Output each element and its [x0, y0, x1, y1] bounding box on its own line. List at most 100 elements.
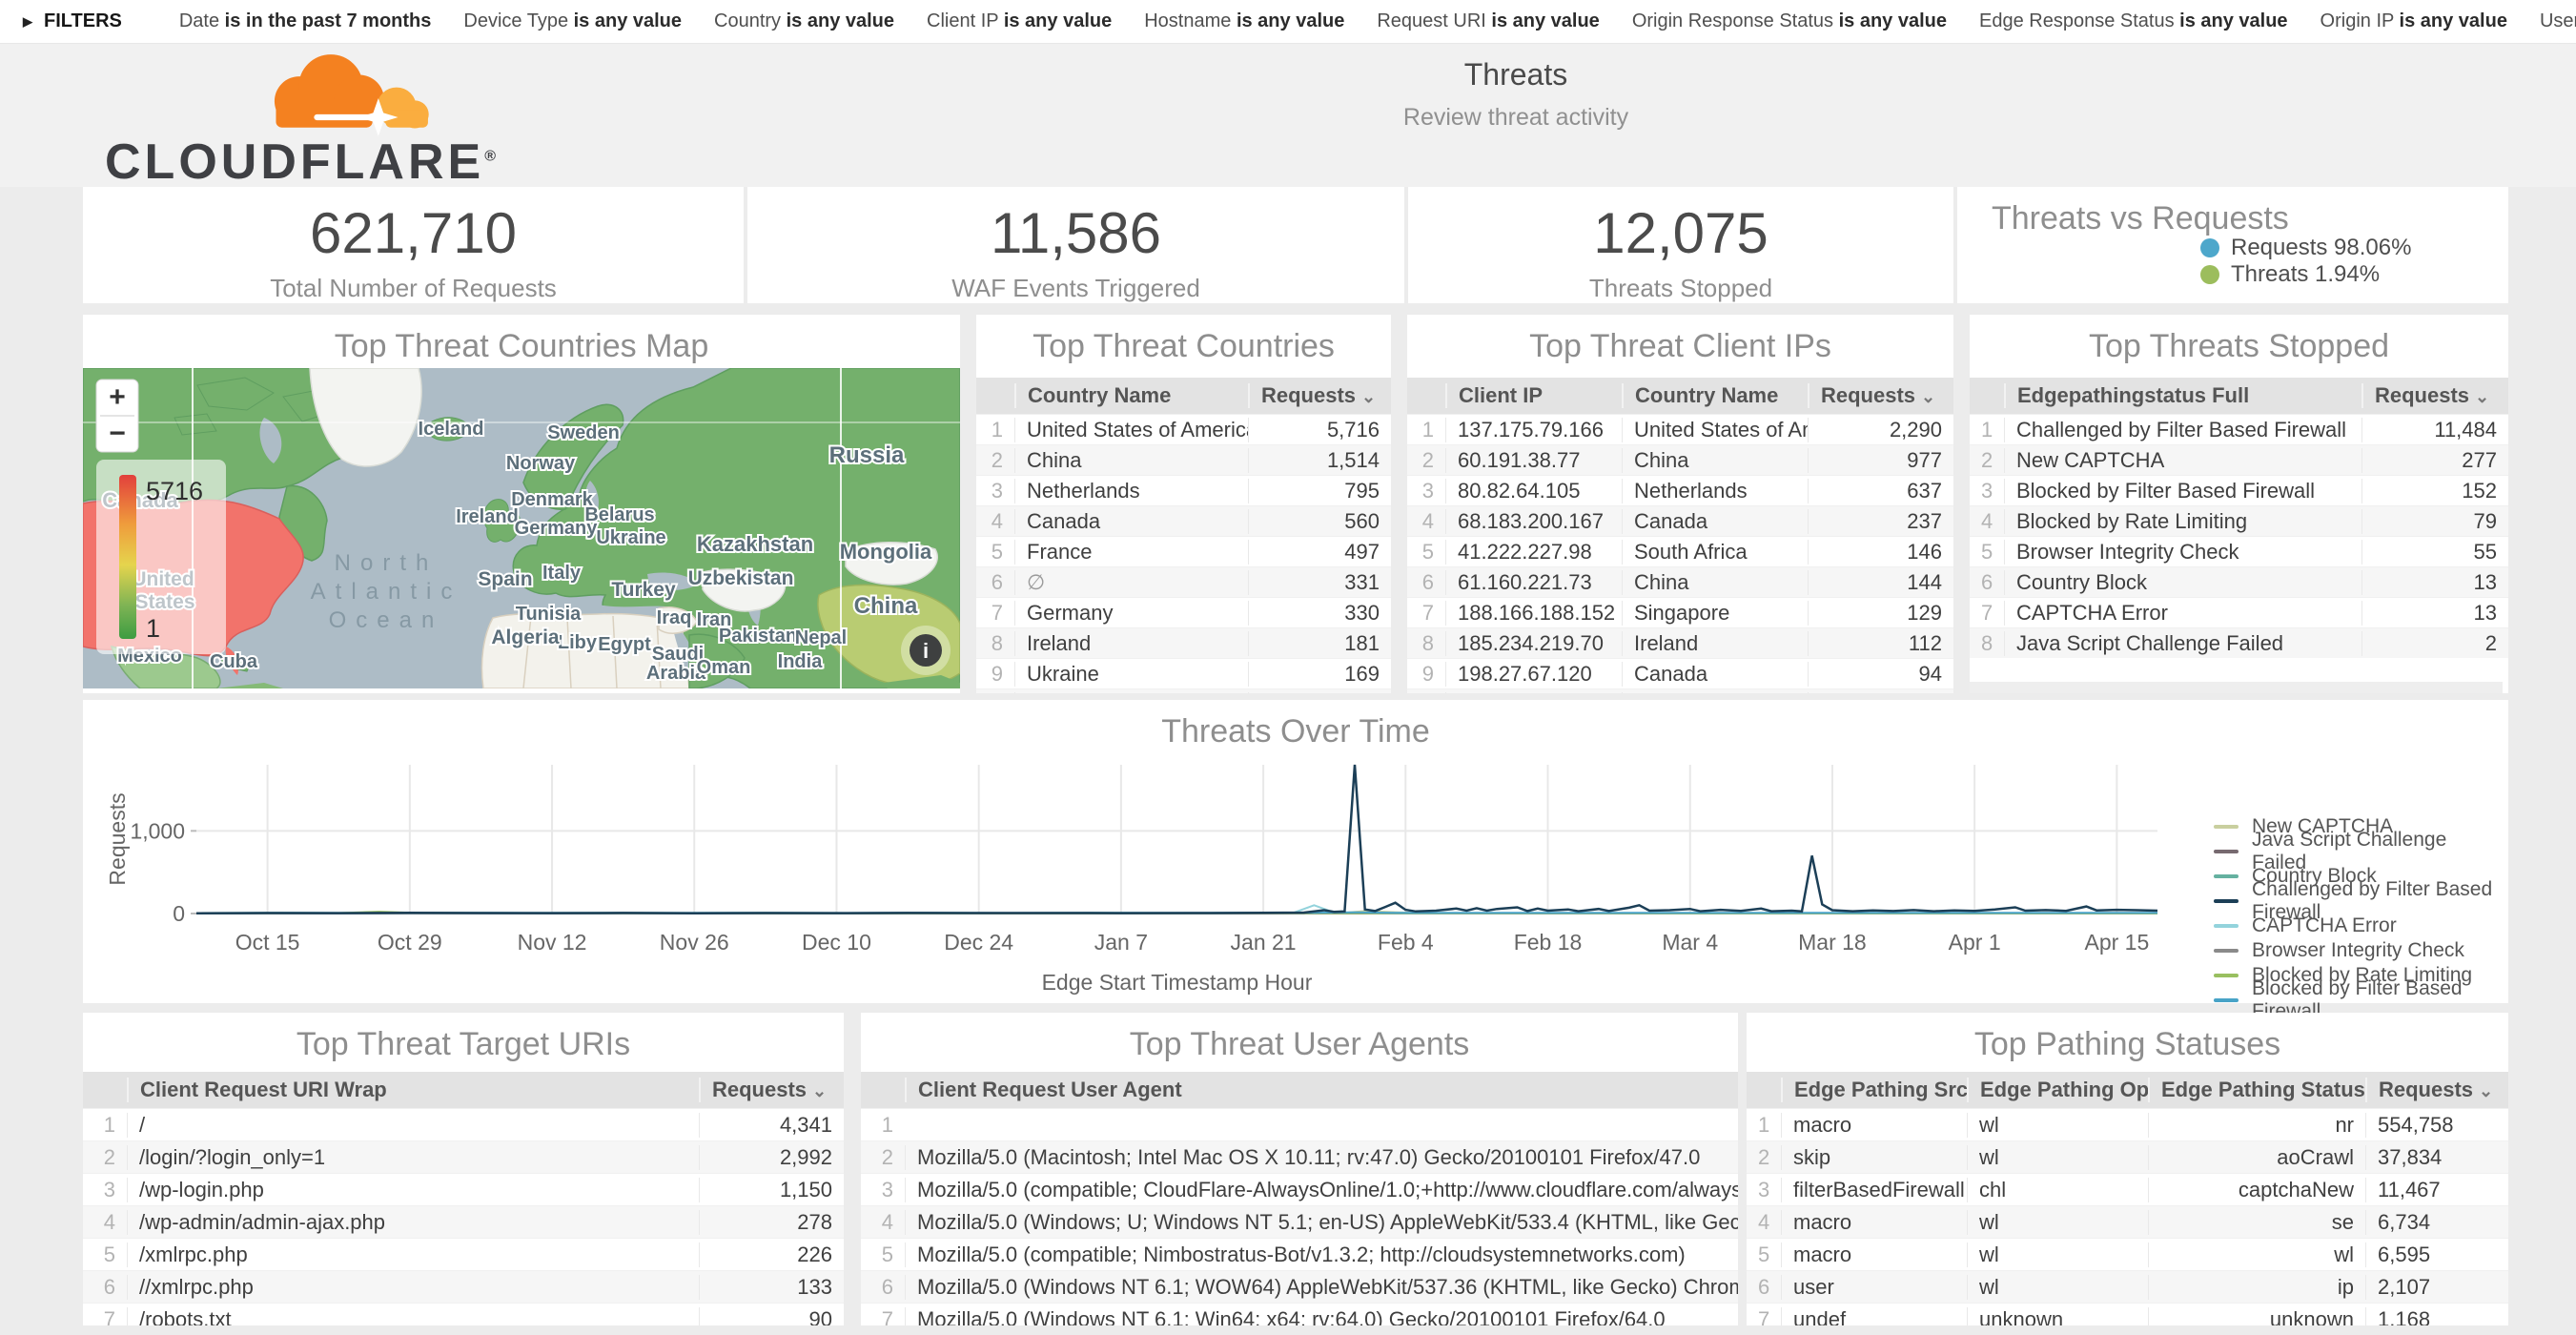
threats-vs-requests-card: Threats vs Requests Requests 98.06% Threa…: [1957, 187, 2508, 303]
top-threat-target-uris-table[interactable]: Client Request URI Wrap Requests ⌄ 1/4,341 2…: [83, 1072, 844, 1325]
table-row: 1061.160.247.137China90: [1407, 688, 1953, 693]
chart-legend-item[interactable]: CAPTCHA Error: [2214, 914, 2500, 938]
table-cell: /xmlrpc.php: [127, 1242, 699, 1267]
table-cell: wl: [1967, 1209, 2148, 1235]
map-zoom-out-button[interactable]: −: [109, 418, 126, 449]
table-cell: Browser Integrity Check: [2004, 539, 2361, 565]
table-cell: Canada: [1622, 508, 1808, 534]
top-threat-client-ips-table[interactable]: Client IP Country Name Requests ⌄ 1 137.175.7…: [1407, 378, 1953, 693]
filter-item[interactable]: Hostname is any value: [1144, 10, 1345, 31]
filter-item[interactable]: Device Type is any value: [463, 10, 683, 31]
kpi-label: WAF Events Triggered: [951, 274, 1200, 302]
legend-swatch-icon: [2214, 924, 2239, 928]
filters-toggle[interactable]: ▶ FILTERS: [23, 10, 122, 32]
table-cell: 11,484: [2361, 417, 2508, 442]
cloudflare-cloud-icon: [274, 54, 429, 136]
chart-title: Threats Over Time: [1161, 713, 1430, 750]
column-header-2[interactable]: Requests ⌄: [1808, 383, 1953, 408]
kpi-value: 12,075: [1593, 201, 1768, 265]
filter-item[interactable]: Request URI is any value: [1377, 10, 1600, 31]
legend-label: Threats 1.94%: [2231, 261, 2381, 287]
map-heat-legend: 5716 1: [96, 460, 226, 654]
table-cell: 79: [2361, 508, 2508, 534]
top-pathing-statuses-table[interactable]: Edge Pathing Src Edge Pathing Op Edge Path…: [1747, 1072, 2508, 1325]
kpi-threats-stopped: 12,075 Threats Stopped: [1408, 187, 1953, 303]
table-cell: 129: [1808, 600, 1953, 626]
table-cell: 560: [1248, 508, 1391, 534]
table-cell: Blocked by Rate Limiting: [2004, 508, 2361, 534]
table-cell: user: [1781, 1274, 1967, 1300]
column-header-0[interactable]: Client IP: [1445, 383, 1622, 408]
column-header-0[interactable]: Edge Pathing Src: [1781, 1078, 1967, 1102]
x-tick-label: Nov 26: [660, 930, 729, 955]
table-cell: //xmlrpc.php: [127, 1274, 699, 1300]
table-row: 7/robots.txt 90: [83, 1303, 844, 1325]
table-cell: France: [1014, 539, 1248, 565]
table-cell: 61.160.247.137: [1445, 691, 1622, 693]
top-threat-countries-table[interactable]: Country Name Requests ⌄ 1 United States of A…: [976, 378, 1391, 693]
table-row: 6 user wl ip 2,107: [1747, 1270, 2508, 1303]
map-label: Pakistan: [719, 626, 797, 647]
filter-item[interactable]: Edge Response Status is any value: [1979, 10, 2288, 31]
column-header-3[interactable]: Requests ⌄: [2365, 1078, 2508, 1102]
table-title: Top Threat Countries: [1032, 328, 1335, 364]
map-info-button[interactable]: i: [901, 626, 951, 675]
chart-legend-item[interactable]: Java Script Challenge Failed: [2214, 829, 2500, 873]
column-header-1[interactable]: Requests ⌄: [699, 1078, 844, 1102]
legend-swatch-icon: [2214, 850, 2239, 853]
table-cell: 80.82.64.105: [1445, 478, 1622, 503]
legend-label: CAPTCHA Error: [2252, 914, 2397, 936]
table-row: 3 Mozilla/5.0 (compatible; CloudFlare-Alw…: [861, 1173, 1738, 1205]
column-header-1[interactable]: Requests ⌄: [1248, 383, 1391, 408]
column-header-1[interactable]: Requests ⌄: [2361, 383, 2508, 408]
table-title: Top Threats Stopped: [2088, 328, 2390, 364]
filter-item[interactable]: Client IP is any value: [927, 10, 1113, 31]
table-cell: 1,150: [699, 1177, 844, 1202]
chart-legend-item[interactable]: Blocked by Filter Based Firewall: [2214, 977, 2500, 1022]
table-cell: 152: [1248, 691, 1391, 693]
chart-legend-item[interactable]: New CAPTCHA: [2214, 814, 2500, 839]
filter-item[interactable]: Date is in the past 7 months: [178, 10, 432, 31]
table-cell: 554,758: [2365, 1112, 2508, 1138]
table-cell: undef: [1781, 1306, 1967, 1325]
table-cell: wl: [1967, 1144, 2148, 1170]
column-header-0[interactable]: Country Name: [1014, 383, 1248, 408]
x-tick-label: Feb 18: [1514, 930, 1583, 955]
top-threat-countries-card: Top Threat Countries Country Name Request…: [976, 315, 1391, 693]
column-header-1[interactable]: Country Name: [1622, 383, 1808, 408]
column-header-0[interactable]: Client Request URI Wrap: [127, 1078, 699, 1102]
legend-swatch-icon: [2214, 899, 2239, 903]
top-threat-user-agents-table[interactable]: Client Request User Agent 1 2 Mozilla/5.0 (…: [861, 1072, 1738, 1325]
chart-legend-item[interactable]: Blocked by Rate Limiting: [2214, 963, 2500, 988]
table-cell: 133: [699, 1274, 844, 1300]
legend-dot-icon: [2200, 238, 2219, 257]
column-header-0[interactable]: Edgepathingstatus Full: [2004, 383, 2361, 408]
table-row: 2 China 1,514: [976, 444, 1391, 475]
table-cell: wl: [1967, 1112, 2148, 1138]
column-header-1[interactable]: Edge Pathing Op: [1967, 1078, 2148, 1102]
map-label: Saudi: [652, 644, 704, 665]
filter-item[interactable]: User Agent is any value: [2539, 10, 2576, 31]
top-threats-stopped-table[interactable]: Edgepathingstatus Full Requests ⌄ 1 Challeng…: [1970, 378, 2508, 693]
column-header-0[interactable]: Client Request User Agent: [905, 1078, 1738, 1102]
top-threat-user-agents-card: Top Threat User Agents Client Request Us…: [861, 1013, 1738, 1325]
chart-legend-item[interactable]: Country Block: [2214, 864, 2500, 889]
filter-item[interactable]: Origin Response Status is any value: [1631, 10, 1947, 31]
table-cell: 152: [2361, 478, 2508, 503]
threat-countries-map[interactable]: North Atlantic Ocean CanadaUnitedStatesM…: [83, 368, 960, 688]
filter-item[interactable]: Origin IP is any value: [2320, 10, 2507, 31]
pie-legend-item[interactable]: Threats 1.94%: [2200, 261, 2411, 288]
table-row: 4 Mozilla/5.0 (Windows; U; Windows NT 5.1…: [861, 1205, 1738, 1238]
column-header-2[interactable]: Edge Pathing Status: [2148, 1078, 2365, 1102]
filter-item[interactable]: Country is any value: [714, 10, 895, 31]
chart-legend-item[interactable]: Challenged by Filter Based Firewall: [2214, 878, 2500, 923]
table-row: 8 Java Script Challenge Failed 2: [1970, 627, 2508, 658]
x-tick-label: Jan 21: [1231, 930, 1297, 955]
pie-legend-item[interactable]: Requests 98.06%: [2200, 235, 2411, 261]
map-zoom-in-button[interactable]: +: [109, 381, 126, 413]
table-row: 1 macro wl nr 554,758: [1747, 1108, 2508, 1140]
chart-legend-item[interactable]: Browser Integrity Check: [2214, 938, 2500, 963]
horizontal-scrollbar[interactable]: [1970, 682, 2503, 693]
table-row: 4 Blocked by Rate Limiting 79: [1970, 505, 2508, 536]
table-row: 5 macro wl wl 6,595: [1747, 1238, 2508, 1270]
